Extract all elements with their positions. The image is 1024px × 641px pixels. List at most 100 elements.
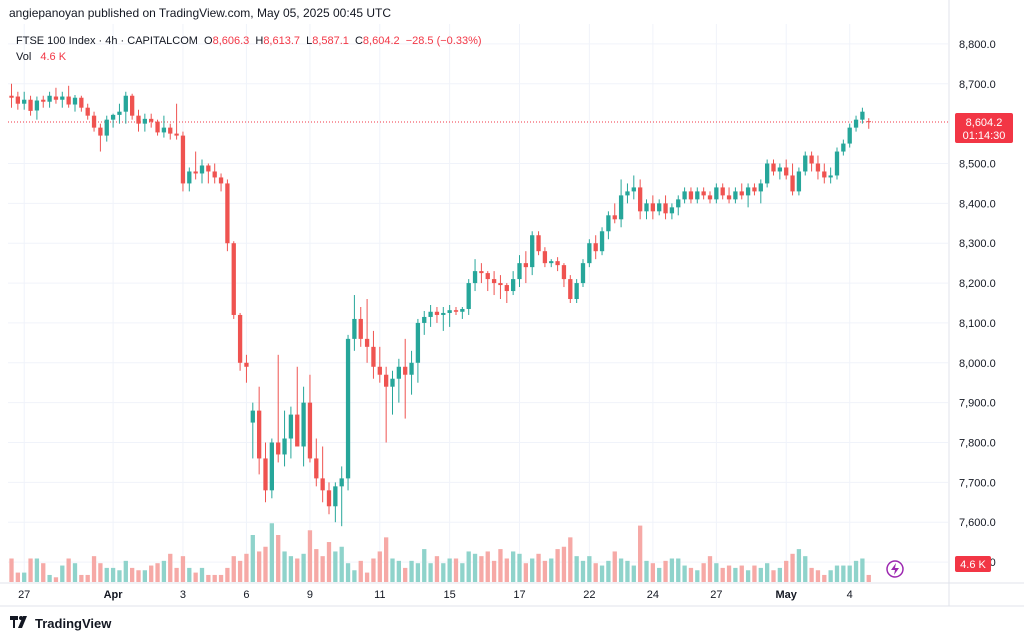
legend-ohlc-row: FTSE 100 Index · 4h · CAPITALCOM O8,606.… [16, 33, 482, 49]
legend-vol-value: 4.6 K [40, 51, 67, 63]
candle-body [174, 133, 179, 136]
candle-body [599, 231, 605, 252]
candle [345, 334, 351, 491]
y-tick-label: 7,900.0 [959, 398, 996, 410]
candle [549, 259, 554, 268]
volume-bar [320, 556, 325, 582]
candle [447, 304, 452, 327]
candle-body [618, 195, 624, 220]
candle [161, 115, 167, 138]
candle [47, 91, 52, 108]
candle-body [161, 127, 167, 133]
candle-body [625, 191, 630, 196]
candle-body [60, 96, 65, 100]
x-tick-label: 11 [374, 589, 385, 601]
candle [752, 183, 757, 196]
candle-body [771, 163, 776, 172]
candle-body [276, 442, 281, 455]
candle [314, 438, 319, 487]
candle [701, 187, 706, 200]
candle-body [536, 235, 541, 252]
candle [644, 199, 649, 220]
candle [688, 187, 694, 204]
x-tick-label: 15 [444, 589, 456, 601]
candle [479, 263, 484, 284]
candle [460, 306, 465, 319]
volume-bar [853, 560, 859, 582]
candle-body [517, 263, 522, 280]
volume-bar [485, 551, 490, 582]
candle-body [403, 366, 408, 375]
volume-bar [631, 565, 636, 582]
candle [568, 275, 573, 303]
legend-vol-label[interactable]: Vol [16, 51, 32, 63]
volume-bar [28, 558, 33, 582]
candles [9, 83, 871, 527]
candle [587, 239, 592, 268]
volume-bar [41, 563, 46, 582]
tradingview-logo[interactable]: TradingView [10, 616, 111, 631]
volume-bar [574, 556, 579, 582]
volume-bar [72, 563, 78, 582]
candle [269, 438, 274, 499]
volume-bar [758, 567, 763, 582]
candle-body [257, 410, 262, 459]
candle-body [91, 115, 97, 128]
candle-body [377, 366, 382, 375]
volume-bar [180, 556, 186, 582]
candle [72, 94, 78, 112]
lightning-icon[interactable] [886, 560, 904, 578]
volume-bar [422, 549, 427, 582]
volume-bar [199, 567, 205, 582]
candle-body [733, 191, 738, 200]
candle [288, 406, 294, 459]
candle-body [79, 97, 84, 108]
candle-body [130, 95, 135, 116]
candle [657, 199, 662, 216]
volume-bar [244, 553, 249, 582]
volume-bar [555, 549, 560, 582]
volume-bar [676, 558, 681, 582]
candle-body [409, 362, 414, 375]
volume-bar [142, 570, 147, 582]
legend-symbol[interactable]: FTSE 100 Index · 4h · CAPITALCOM [16, 35, 198, 47]
candle [28, 95, 33, 116]
volume-bar [498, 549, 503, 582]
candle [498, 275, 503, 300]
volume-bar [269, 523, 274, 582]
volume-bar [714, 563, 719, 582]
candle-body [682, 191, 687, 200]
candle-body [123, 95, 128, 112]
volume-bar [155, 563, 160, 582]
candle-body [650, 203, 655, 212]
candle-body [714, 187, 719, 200]
volume-bar [612, 551, 617, 582]
candle-body [860, 111, 865, 120]
volume-bar [530, 558, 535, 582]
volume-bar [339, 546, 344, 582]
candle-body [15, 96, 20, 104]
candle [9, 83, 14, 108]
candle-body [580, 263, 586, 284]
candle [364, 299, 370, 363]
volume-bar [511, 551, 516, 582]
candle [66, 85, 71, 108]
x-tick-label: 4 [847, 589, 853, 601]
x-tick-label: 6 [243, 589, 249, 601]
volume-bar [650, 563, 655, 582]
candle [504, 283, 509, 303]
candle [758, 179, 763, 204]
candle [771, 159, 776, 176]
candle [110, 113, 116, 128]
candle [707, 191, 713, 204]
candle-body [428, 311, 433, 317]
volume-bar [288, 556, 294, 582]
volume-bar [561, 546, 567, 582]
tradingview-logo-icon [10, 616, 30, 631]
candle [536, 231, 541, 256]
volume-bar [98, 563, 103, 582]
volume-bar [815, 570, 821, 582]
volume-bar [384, 537, 389, 582]
candle-body [187, 171, 192, 184]
